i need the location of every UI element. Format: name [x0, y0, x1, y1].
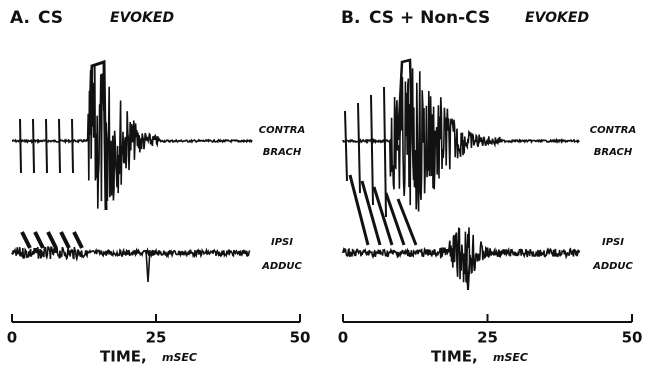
trace-label: ADDUC [261, 261, 302, 272]
stimulus-artifact [35, 232, 43, 248]
stimulus-artifact [33, 119, 34, 173]
axis-label: TIME, [431, 348, 478, 366]
trace-label: BRACH [263, 147, 302, 158]
tick-label: 25 [477, 329, 498, 347]
stimulus-artifact [358, 103, 360, 193]
condition: EVOKED [110, 10, 174, 26]
emg-trace [12, 66, 252, 209]
tick-label: 0 [7, 329, 17, 347]
figure: A. CS EVOKED CONTRA BRACH IPSI ADDUC 0 25 50 TIME,… [0, 0, 649, 370]
trace-label: IPSI [271, 237, 293, 248]
tick-label: 0 [338, 329, 348, 347]
stimulus-artifact [48, 232, 56, 248]
stimulus-artifact [345, 111, 347, 181]
axis-unit: mSEC [162, 351, 197, 364]
trace-label: CONTRA [259, 125, 305, 136]
stimulus-artifact [46, 119, 47, 173]
stimulus-artifact [74, 232, 82, 248]
panel-label: A. [10, 8, 30, 28]
axis-label: TIME, [100, 348, 147, 366]
condition: EVOKED [525, 10, 589, 26]
stimulus-artifact [72, 119, 73, 173]
panel-title: CS [38, 8, 63, 28]
spike [466, 255, 470, 290]
stimulus-artifact [61, 232, 69, 248]
stimulus-artifact [371, 95, 373, 205]
tick-label: 25 [146, 329, 167, 347]
trace-label: IPSI [602, 237, 624, 248]
trace-label: CONTRA [590, 125, 636, 136]
tick-label: 50 [290, 329, 311, 347]
trace-label: ADDUC [592, 261, 633, 272]
panel-label: B. [341, 8, 360, 28]
stimulus-artifact [22, 232, 30, 248]
stimulus-artifact [59, 119, 60, 173]
tick-label: 50 [622, 329, 643, 347]
stimulus-artifact [20, 119, 21, 173]
emg-trace [343, 68, 579, 211]
panel-title: CS + Non-CS [369, 8, 490, 28]
trace-label: BRACH [594, 147, 633, 158]
axis-unit: mSEC [493, 351, 528, 364]
stimulus-artifact [384, 87, 386, 217]
emg-trace [12, 247, 250, 259]
